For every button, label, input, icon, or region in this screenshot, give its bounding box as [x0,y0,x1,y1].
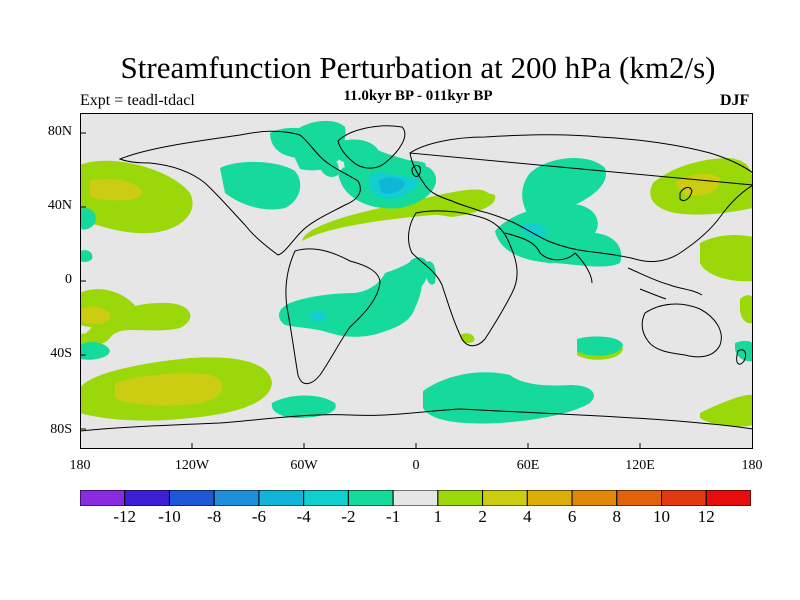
colorbar-label: 6 [567,507,577,526]
colorbar-label: 4 [523,507,532,526]
colorbar-label: 12 [697,507,715,526]
coastline-maritime-asia [627,267,703,300]
positive-region [82,306,111,325]
colorbar-label: 10 [653,507,671,526]
colorbar-swatch [303,490,349,506]
negative-region [532,217,579,253]
y-tick-label: 80S [50,422,72,437]
positive-region [675,173,721,196]
colorbar-label: -2 [341,507,356,526]
colorbar-swatch [482,490,528,506]
colorbar-swatch [124,490,170,506]
negative-region [271,395,336,418]
colorbar-swatch [347,490,394,506]
negative-region [310,310,327,323]
negative-region [80,342,110,360]
positive-region [115,373,223,406]
x-tick-label: 120E [625,458,655,473]
coastline-north-america [118,130,361,256]
colorbar-swatch [705,490,751,506]
colorbar-swatch [168,490,215,506]
colorbar [80,490,751,506]
colorbar-label: 8 [612,507,622,526]
x-tick-label: 180 [741,458,763,473]
negative-region [220,161,301,210]
positive-region [80,302,191,345]
coastline-uk [411,165,421,177]
season-label: DJF [720,92,750,109]
map-panel [80,113,753,449]
colorbar-swatch [80,490,126,506]
x-tick-label: 60E [516,458,540,473]
colorbar-label: -1 [386,507,401,526]
negative-region [316,152,339,177]
negative-region [522,157,606,227]
positive-region [700,394,753,427]
y-tick-label: 40S [50,346,72,361]
colorbar-swatch [258,490,305,506]
experiment-label: Expt = teadl-tdacl [80,92,195,109]
x-tick-label: 120W [174,458,210,473]
colorbar-swatch [661,490,707,506]
y-tick-label: 0 [65,272,72,287]
colorbar-label: -10 [158,507,181,526]
colorbar-label: -8 [207,507,222,526]
negative-region [423,372,594,424]
colorbar-swatch [526,490,573,506]
negative-region [80,207,96,230]
colorbar-label: 1 [433,507,443,526]
colorbar-swatch [571,490,618,506]
coastline-japan [679,186,693,202]
coastline-australia [641,303,722,358]
colorbar-swatch [392,490,439,506]
coastline-antarctica [80,408,753,432]
positive-region [700,235,753,282]
coastline-eurasia [409,134,753,262]
negative-region [80,250,93,262]
positive-region [740,295,753,324]
positive-region [90,178,142,201]
x-tick-label: 60W [290,458,318,473]
coastlines [80,125,753,432]
coastline-south-america [285,248,381,385]
streamfunction-field [80,158,753,427]
x-tick-label: 0 [412,458,420,473]
map-ticks [80,132,641,449]
negative-region [410,257,429,288]
colorbar-swatch [213,490,260,506]
negative-region [312,134,343,156]
plot-subtitle: 11.0kyr BP - 011kyr BP [343,88,493,104]
negative-region [577,336,623,356]
y-tick-label: 80N [47,124,72,139]
coastline-africa [408,210,518,347]
colorbar-swatch [616,490,663,506]
coastline-greenland [337,125,406,169]
negative-region [520,223,547,239]
plot-title: Streamfunction Perturbation at 200 hPa (… [120,50,716,85]
coastline-arabia-india [504,232,593,284]
negative-region [378,177,405,194]
colorbar-label: -4 [296,507,311,526]
x-tick-label: 180 [69,458,91,473]
y-tick-label: 40N [47,198,72,213]
colorbar-swatch [437,490,484,506]
colorbar-label: 2 [478,507,487,526]
colorbar-label: -12 [113,507,137,526]
negative-field [80,120,753,424]
coastline-new-zealand [736,349,747,365]
colorbar-label: -6 [251,507,266,526]
